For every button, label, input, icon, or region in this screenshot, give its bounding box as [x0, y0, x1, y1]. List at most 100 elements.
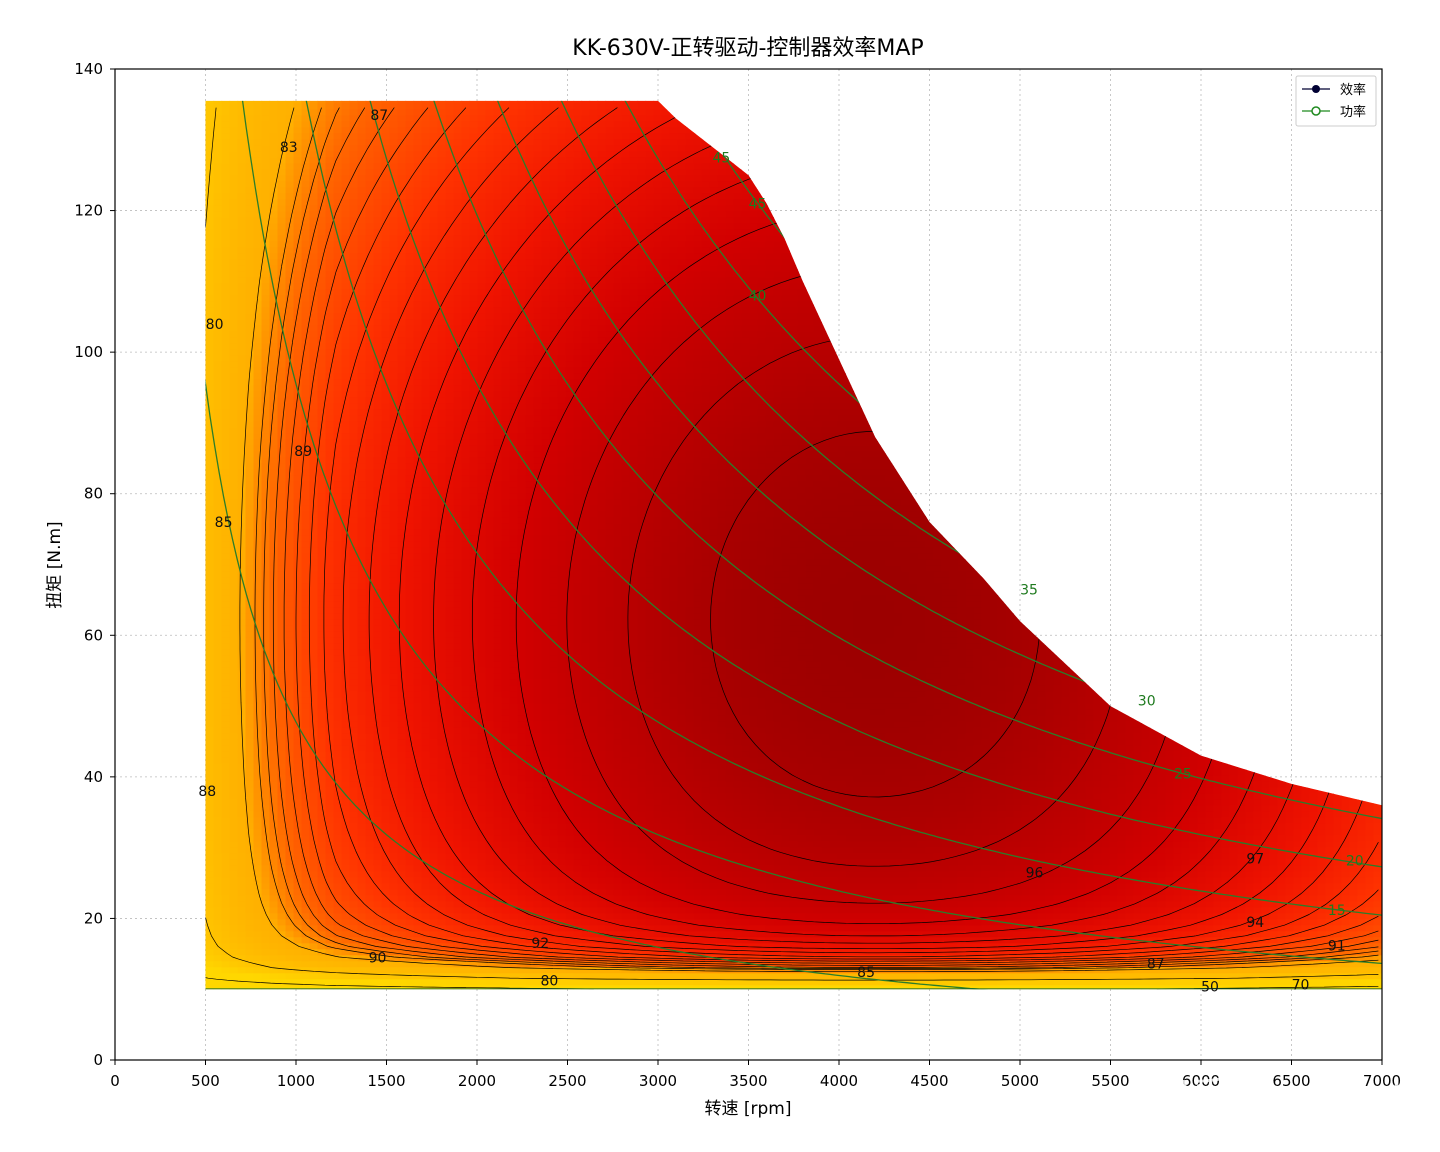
- heat-cell: [421, 535, 431, 542]
- heat-cell: [381, 415, 391, 422]
- heat-cell: [461, 241, 471, 248]
- heat-cell: [293, 445, 303, 452]
- heat-cell: [421, 931, 431, 938]
- heat-cell: [357, 571, 367, 578]
- heat-cell: [245, 985, 255, 990]
- heat-cell: [461, 847, 471, 854]
- heat-cell: [341, 289, 351, 296]
- heat-cell: [389, 541, 399, 548]
- heat-cell: [285, 463, 295, 470]
- heat-cell: [301, 985, 311, 990]
- heat-cell: [437, 175, 447, 182]
- heat-cell: [381, 469, 391, 476]
- heat-cell: [317, 331, 327, 338]
- heat-cell: [261, 313, 271, 320]
- heat-cell: [277, 415, 287, 422]
- heat-cell: [213, 481, 223, 488]
- heat-cell: [421, 601, 431, 608]
- heat-cell: [469, 157, 479, 164]
- heat-cell: [205, 919, 215, 926]
- heat-cell: [301, 175, 311, 182]
- heat-cell: [229, 949, 239, 956]
- heat-cell: [453, 745, 463, 752]
- heat-cell: [461, 895, 471, 902]
- heat-cell: [341, 625, 351, 632]
- heat-cell: [277, 307, 287, 314]
- heat-cell: [245, 133, 255, 140]
- heat-cell: [277, 883, 287, 890]
- heat-cell: [253, 709, 263, 716]
- heat-cell: [285, 439, 295, 446]
- heat-cell: [213, 199, 223, 206]
- heat-cell: [389, 757, 399, 764]
- heat-cell: [421, 679, 431, 686]
- heat-cell: [237, 337, 247, 344]
- heat-cell: [309, 247, 319, 254]
- heat-cell: [429, 103, 439, 110]
- heat-cell: [293, 211, 303, 218]
- heat-cell: [205, 163, 215, 170]
- heat-cell: [309, 517, 319, 524]
- heat-cell: [293, 835, 303, 842]
- heat-cell: [341, 769, 351, 776]
- heat-cell: [333, 865, 343, 872]
- heat-cell: [213, 181, 223, 188]
- heat-cell: [349, 100, 359, 104]
- heat-cell: [261, 607, 271, 614]
- heat-cell: [349, 547, 359, 554]
- heat-cell: [453, 547, 463, 554]
- heat-cell: [261, 691, 271, 698]
- heat-cell: [221, 859, 231, 866]
- heat-cell: [229, 967, 239, 974]
- heat-cell: [261, 145, 271, 152]
- heat-cell: [445, 805, 455, 812]
- heat-cell: [261, 859, 271, 866]
- heat-cell: [325, 283, 335, 290]
- heat-cell: [301, 901, 311, 908]
- heat-cell: [237, 277, 247, 284]
- heat-cell: [317, 253, 327, 260]
- heat-cell: [285, 403, 295, 410]
- heat-cell: [421, 433, 431, 440]
- heat-cell: [389, 769, 399, 776]
- heat-cell: [277, 181, 287, 188]
- heat-cell: [357, 385, 367, 392]
- heat-cell: [325, 481, 335, 488]
- heat-cell: [277, 313, 287, 320]
- heat-cell: [213, 955, 223, 962]
- heat-cell: [237, 529, 247, 536]
- heat-cell: [373, 547, 383, 554]
- heat-cell: [253, 451, 263, 458]
- heat-cell: [381, 337, 391, 344]
- heat-cell: [357, 319, 367, 326]
- heat-cell: [293, 529, 303, 536]
- heat-cell: [421, 331, 431, 338]
- heat-cell: [269, 835, 279, 842]
- heat-cell: [253, 259, 263, 266]
- heat-cell: [413, 253, 423, 260]
- heat-cell: [213, 241, 223, 248]
- heat-cell: [365, 781, 375, 788]
- heat-cell: [293, 973, 303, 980]
- heat-cell: [309, 553, 319, 560]
- heat-cell: [413, 559, 423, 566]
- heat-cell: [445, 685, 455, 692]
- heat-cell: [261, 757, 271, 764]
- heat-cell: [397, 919, 407, 926]
- heat-cell: [229, 109, 239, 116]
- heat-cell: [381, 685, 391, 692]
- heat-cell: [309, 679, 319, 686]
- heat-cell: [389, 955, 399, 962]
- heat-cell: [221, 109, 231, 116]
- heat-cell: [381, 943, 391, 950]
- heat-cell: [269, 163, 279, 170]
- heat-cell: [445, 829, 455, 836]
- heat-cell: [429, 385, 439, 392]
- heat-cell: [229, 205, 239, 212]
- heat-cell: [237, 157, 247, 164]
- heat-cell: [213, 523, 223, 530]
- heat-cell: [277, 757, 287, 764]
- heat-cell: [325, 661, 335, 668]
- heat-cell: [325, 919, 335, 926]
- heat-cell: [397, 967, 407, 974]
